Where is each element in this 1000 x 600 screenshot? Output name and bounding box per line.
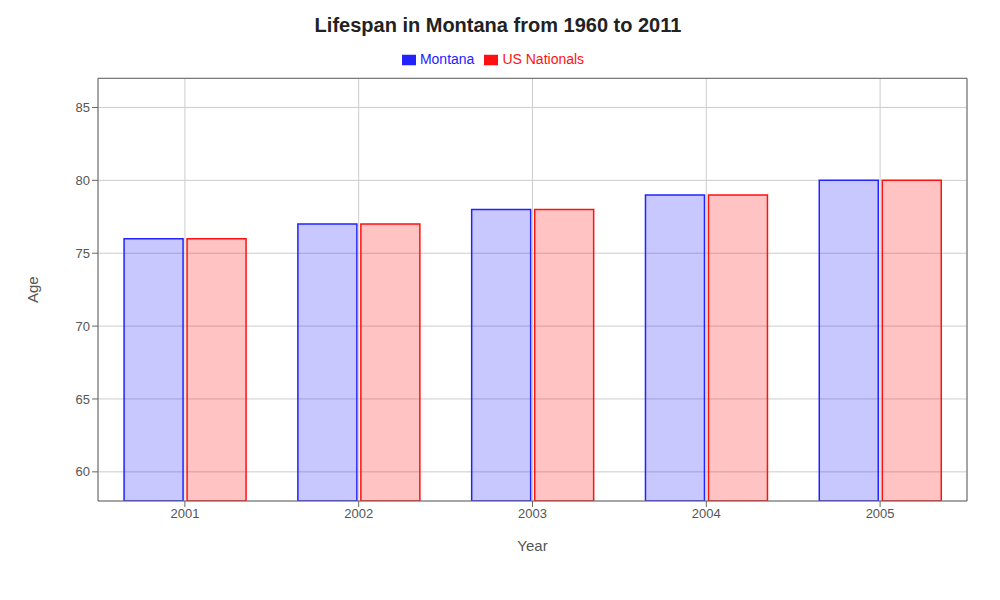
svg-text:65: 65 (76, 392, 90, 407)
svg-text:60: 60 (76, 464, 90, 479)
svg-text:Year: Year (517, 537, 547, 554)
svg-text:2002: 2002 (344, 506, 373, 521)
html-text:US Nationals: US Nationals (502, 51, 585, 67)
svg-text:85: 85 (76, 100, 90, 115)
html-text:Lifespan in Montana from 1960: Lifespan in Montana from 1960 to 2011 (314, 14, 682, 36)
svg-text:2003: 2003 (518, 506, 547, 521)
html-text:Montana: Montana (419, 51, 475, 67)
svg-text:2005: 2005 (866, 506, 895, 521)
svg-text:70: 70 (76, 319, 90, 334)
svg-text:Age: Age (24, 276, 41, 303)
svg-text:2001: 2001 (170, 506, 199, 521)
svg-text:2004: 2004 (692, 506, 721, 521)
svg-text:80: 80 (76, 173, 90, 188)
svg-text:75: 75 (76, 246, 90, 261)
